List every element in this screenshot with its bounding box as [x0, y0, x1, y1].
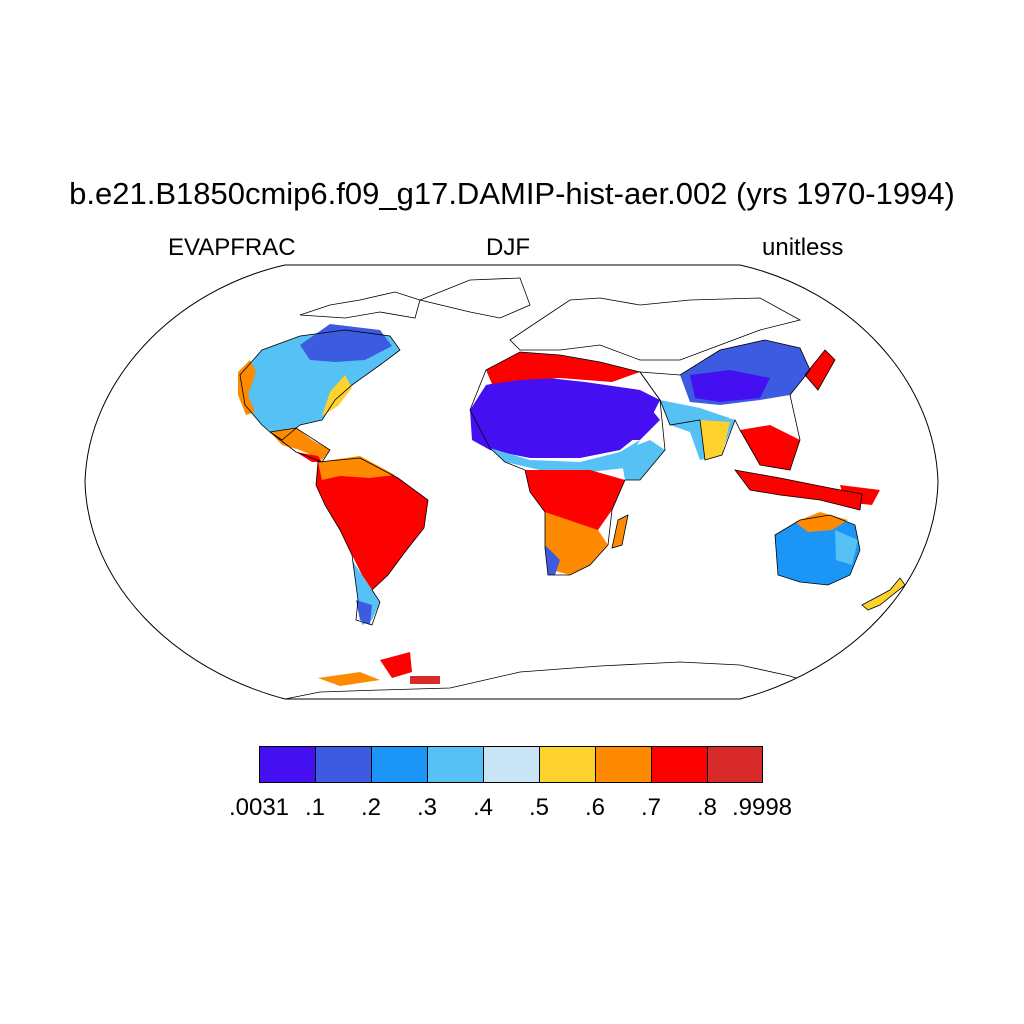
madagascar: [612, 515, 628, 548]
season-label: DJF: [486, 234, 530, 261]
colorbar-swatch: [595, 746, 651, 783]
colorbar-tick-label: .8: [696, 794, 718, 821]
colorbar-tick-label: .6: [584, 794, 606, 821]
south-america-north-orange: [318, 456, 395, 480]
colorbar-swatch: [483, 746, 539, 783]
colorbar-swatch: [539, 746, 595, 783]
south-america-south-blue: [352, 560, 380, 625]
antarctic-peninsula: [380, 652, 412, 678]
central-asia-purple: [690, 370, 770, 402]
colorbar-tick-label: .0031: [228, 794, 290, 821]
colorbar-swatch: [315, 746, 371, 783]
south-america-field: [316, 458, 428, 590]
sahel-band: [490, 440, 640, 472]
patagonia-blue: [356, 600, 372, 625]
southern-africa-orange: [545, 512, 608, 575]
north-america-east-orange: [322, 375, 352, 416]
colorbar-swatch: [651, 746, 707, 783]
india-orange: [700, 420, 730, 460]
colorbar-tick-label: .4: [472, 794, 494, 821]
colorbar-swatch: [371, 746, 427, 783]
colorbar-swatch: [707, 746, 763, 783]
colorbar-swatch: [427, 746, 483, 783]
units-label: unitless: [762, 234, 844, 261]
variable-label: EVAPFRAC: [168, 234, 296, 261]
north-africa-coast: [486, 352, 640, 384]
australia-east-blue: [835, 530, 858, 565]
indonesia-red: [735, 470, 862, 510]
new-guinea-red: [840, 485, 880, 505]
map-frame: [84, 264, 939, 700]
central-africa-red: [525, 470, 625, 540]
east-africa-field: [620, 440, 665, 480]
colorbar-swatch: [259, 746, 315, 783]
south-africa-blue: [545, 545, 560, 575]
middle-east-blue: [600, 395, 660, 440]
sahara-field: [470, 376, 660, 458]
colorbar-tick-label: .9998: [731, 794, 793, 821]
colorbar-tick-label: .5: [528, 794, 550, 821]
colorbar-tick-label: .2: [360, 794, 382, 821]
antarctic-red-patch: [410, 676, 440, 684]
colorbar-tick-label: .3: [416, 794, 438, 821]
plot-title: b.e21.B1850cmip6.f09_g17.DAMIP-hist-aer.…: [69, 176, 955, 211]
japan-red: [805, 350, 835, 390]
colorbar-tick-label: .1: [304, 794, 326, 821]
new-zealand: [862, 578, 905, 610]
east-asia-red: [740, 425, 800, 470]
mexico-field: [270, 428, 330, 460]
antarctic-orange: [318, 672, 380, 686]
north-america-coast-orange: [238, 360, 256, 415]
colorbar-tick-label: .7: [640, 794, 662, 821]
